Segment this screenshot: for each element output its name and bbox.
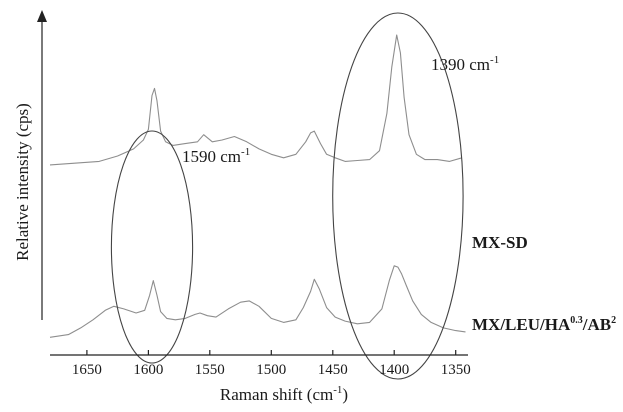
x-tick-label-1550: 1550 (195, 362, 225, 378)
x-tick-label-1600: 1600 (133, 362, 163, 378)
label-layer: 1590 cm-1 1390 cm-1 1650 1600 1550 1500 1450 14… (13, 54, 616, 404)
series-layer (49, 34, 466, 338)
series-line-mx-leu-ha-ab (49, 265, 466, 338)
series-label-mx-sd: MX-SD (472, 233, 528, 252)
y-axis-arrowhead (37, 10, 47, 22)
x-tick-label-1350: 1350 (441, 362, 471, 378)
x-tick-label-1500: 1500 (256, 362, 286, 378)
annotation-label-1590: 1590 cm-1 (182, 146, 250, 166)
x-axis-title: Raman shift (cm-1) (220, 384, 348, 404)
highlight-ellipse-1590 (110, 130, 194, 364)
annotation-label-1390: 1390 cm-1 (431, 54, 499, 74)
y-axis-title: Relative intensity (cps) (13, 103, 32, 261)
annotation-layer (110, 12, 464, 380)
series-label-mx-leu-ha-ab: MX/LEU/HA0.3/AB2 (472, 315, 616, 334)
x-tick-label-1400: 1400 (379, 362, 409, 378)
highlight-ellipse-1390 (332, 12, 464, 380)
series-line-mx-sd (49, 34, 463, 166)
x-tick-label-1650: 1650 (72, 362, 102, 378)
axis-layer (37, 10, 468, 356)
x-tick-label-1450: 1450 (318, 362, 348, 378)
